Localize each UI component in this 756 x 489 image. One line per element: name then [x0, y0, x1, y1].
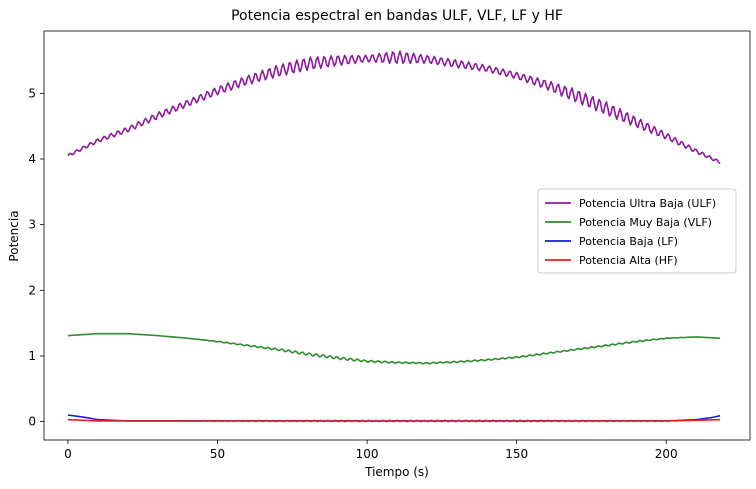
x-tick-label: 200 [655, 447, 678, 461]
series-line [67, 50, 721, 165]
y-axis-label: Potencia [7, 210, 21, 261]
x-tick-label: 50 [210, 447, 225, 461]
legend-label: Potencia Baja (LF) [579, 235, 678, 248]
y-tick-label: 1 [28, 349, 36, 363]
x-axis-ticks: 0 50 100 150 200 [64, 440, 678, 461]
x-tick-label: 150 [505, 447, 528, 461]
chart-title: Potencia espectral en bandas ULF, VLF, L… [231, 8, 563, 24]
legend-label: Potencia Ultra Baja (ULF) [579, 197, 716, 210]
legend-label: Potencia Alta (HF) [579, 254, 678, 267]
y-tick-label: 3 [28, 218, 36, 232]
y-tick-label: 0 [28, 415, 36, 429]
x-tick-label: 100 [356, 447, 379, 461]
legend-label: Potencia Muy Baja (VLF) [579, 216, 712, 229]
x-tick-label: 0 [64, 447, 72, 461]
plot-frame [43, 30, 751, 441]
y-tick-label: 4 [28, 152, 36, 166]
series-line [67, 332, 721, 365]
y-tick-label: 5 [28, 86, 36, 100]
x-axis-label: Tiempo (s) [364, 465, 429, 479]
y-axis-ticks: 0 1 2 3 4 5 [28, 86, 44, 429]
legend-box [537, 188, 737, 274]
legend: Potencia Ultra Baja (ULF) Potencia Muy Ba… [537, 188, 737, 274]
series-line [67, 418, 721, 423]
plot-lines [67, 50, 721, 423]
y-tick-label: 2 [28, 283, 36, 297]
